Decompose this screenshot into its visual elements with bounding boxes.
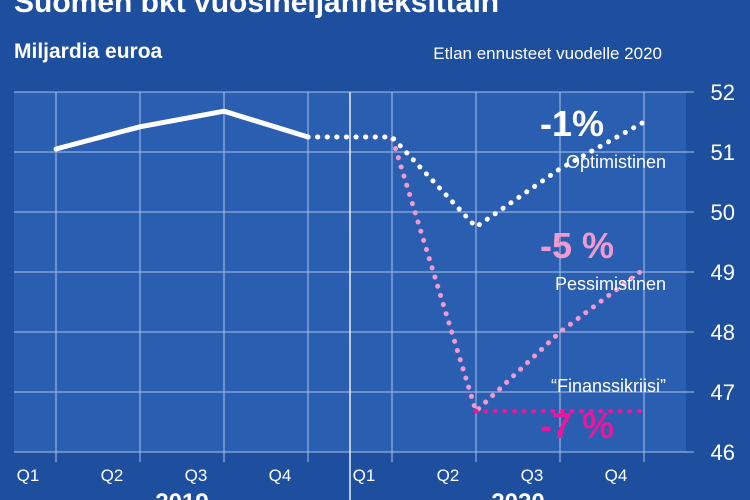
annotation-change-crisis: -7 % bbox=[540, 405, 614, 446]
annotation-change-pessimistic: -5 % bbox=[540, 225, 614, 266]
annotation-label-crisis: “Finanssikriisi” bbox=[551, 376, 666, 396]
series-line-optimistic bbox=[305, 119, 647, 230]
annotation-label-pessimistic: Pessimistinen bbox=[555, 274, 666, 294]
series-line-history bbox=[53, 108, 311, 152]
x-tick-label: Q1 bbox=[17, 466, 40, 485]
annotation-label-optimistic: Optimistinen bbox=[566, 152, 666, 172]
x-tick-label: Q4 bbox=[269, 466, 292, 485]
y-tick-label: 46 bbox=[711, 440, 735, 465]
y-tick-label: 49 bbox=[711, 260, 735, 285]
annotation-change-optimistic: -1% bbox=[540, 103, 604, 144]
y-tick-label: 52 bbox=[711, 80, 735, 105]
x-tick-label: Q3 bbox=[521, 466, 544, 485]
y-tick-label: 50 bbox=[711, 200, 735, 225]
x-tick-label: Q3 bbox=[185, 466, 208, 485]
chart-title: Suomen bkt vuosineljänneksittäin bbox=[14, 0, 500, 19]
y-tick-label: 51 bbox=[711, 140, 735, 165]
y-tick-label: 47 bbox=[711, 380, 735, 405]
chart-note: Etlan ennusteet vuodelle 2020 bbox=[433, 44, 662, 63]
x-tick-label: Q4 bbox=[605, 466, 628, 485]
x-tick-label: Q2 bbox=[437, 466, 460, 485]
y-tick-label: 48 bbox=[711, 320, 735, 345]
year-label: 2020 bbox=[491, 489, 544, 500]
chart-subtitle: Miljardia euroa bbox=[14, 40, 163, 63]
x-tick-label: Q1 bbox=[353, 466, 376, 485]
x-tick-label: Q2 bbox=[101, 466, 124, 485]
year-label: 2019 bbox=[155, 489, 208, 500]
